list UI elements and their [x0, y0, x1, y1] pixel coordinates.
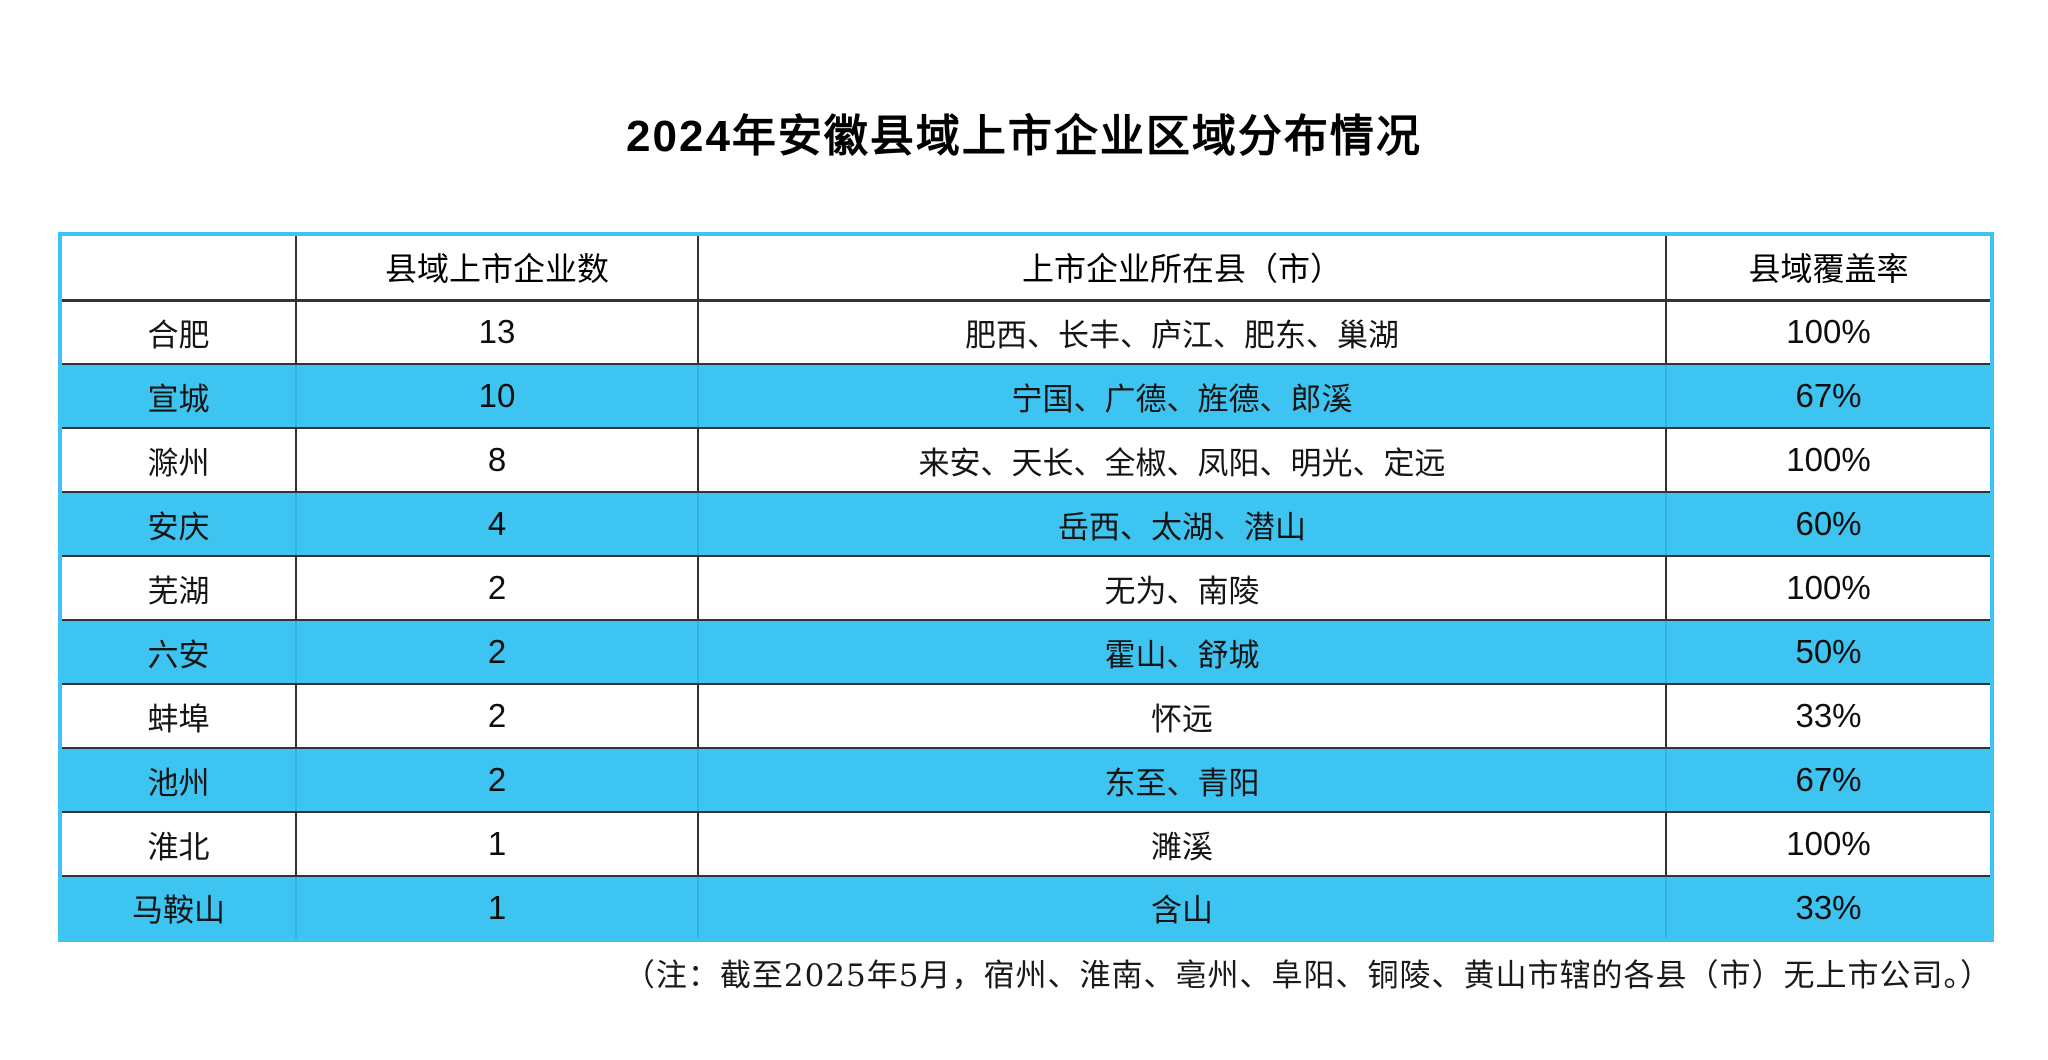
cell-city: 六安	[59, 619, 297, 685]
table-row: 安庆 4 岳西、太湖、潜山 60%	[59, 491, 1993, 557]
cell-coverage: 100%	[1665, 555, 1993, 621]
table-row: 芜湖 2 无为、南陵 100%	[59, 555, 1993, 621]
cell-city: 芜湖	[59, 555, 297, 621]
cell-city: 滁州	[59, 427, 297, 493]
table-row: 合肥 13 肥西、长丰、庐江、肥东、巢湖 100%	[59, 299, 1993, 365]
cell-coverage: 50%	[1665, 619, 1993, 685]
distribution-table: 县域上市企业数 上市企业所在县（市） 县域覆盖率 合肥 13 肥西、长丰、庐江、…	[58, 232, 1994, 942]
cell-city: 宣城	[59, 363, 297, 429]
table-row: 六安 2 霍山、舒城 50%	[59, 619, 1993, 685]
cell-counties: 无为、南陵	[697, 555, 1667, 621]
table-row: 马鞍山 1 含山 33%	[59, 875, 1993, 941]
cell-coverage: 100%	[1665, 427, 1993, 493]
cell-city: 蚌埠	[59, 683, 297, 749]
cell-city: 合肥	[59, 299, 297, 365]
cell-counties: 来安、天长、全椒、凤阳、明光、定远	[697, 427, 1667, 493]
cell-coverage: 67%	[1665, 363, 1993, 429]
cell-count: 13	[295, 299, 699, 365]
cell-count: 2	[295, 683, 699, 749]
table-row: 池州 2 东至、青阳 67%	[59, 747, 1993, 813]
table-row: 宣城 10 宁国、广德、旌德、郎溪 67%	[59, 363, 1993, 429]
table-row: 淮北 1 濉溪 100%	[59, 811, 1993, 877]
cell-coverage: 60%	[1665, 491, 1993, 557]
header-coverage-rate: 县域覆盖率	[1665, 233, 1993, 302]
cell-count: 2	[295, 555, 699, 621]
cell-coverage: 67%	[1665, 747, 1993, 813]
cell-count: 1	[295, 811, 699, 877]
cell-coverage: 100%	[1665, 299, 1993, 365]
cell-counties: 岳西、太湖、潜山	[697, 491, 1667, 557]
footnote: （注：截至2025年5月，宿州、淮南、亳州、阜阳、铜陵、黄山市辖的各县（市）无上…	[623, 958, 1992, 994]
cell-count: 10	[295, 363, 699, 429]
cell-coverage: 33%	[1665, 875, 1993, 941]
cell-coverage: 33%	[1665, 683, 1993, 749]
page-title: 2024年安徽县域上市企业区域分布情况	[626, 112, 1422, 161]
cell-city: 池州	[59, 747, 297, 813]
cell-count: 1	[295, 875, 699, 941]
cell-coverage: 100%	[1665, 811, 1993, 877]
cell-count: 4	[295, 491, 699, 557]
header-city-blank	[59, 233, 297, 302]
cell-counties: 肥西、长丰、庐江、肥东、巢湖	[697, 299, 1667, 365]
cell-counties: 濉溪	[697, 811, 1667, 877]
header-row: 县域上市企业数 上市企业所在县（市） 县域覆盖率	[59, 233, 1993, 302]
cell-counties: 东至、青阳	[697, 747, 1667, 813]
cell-counties: 含山	[697, 875, 1667, 941]
cell-count: 2	[295, 619, 699, 685]
cell-city: 安庆	[59, 491, 297, 557]
table-body: 合肥 13 肥西、长丰、庐江、肥东、巢湖 100% 宣城 10 宁国、广德、旌德…	[59, 299, 1993, 941]
table-row: 滁州 8 来安、天长、全椒、凤阳、明光、定远 100%	[59, 427, 1993, 493]
cell-counties: 宁国、广德、旌德、郎溪	[697, 363, 1667, 429]
cell-counties: 霍山、舒城	[697, 619, 1667, 685]
cell-count: 2	[295, 747, 699, 813]
header-company-count: 县域上市企业数	[295, 233, 699, 302]
cell-counties: 怀远	[697, 683, 1667, 749]
cell-city: 淮北	[59, 811, 297, 877]
cell-count: 8	[295, 427, 699, 493]
table-row: 蚌埠 2 怀远 33%	[59, 683, 1993, 749]
header-counties: 上市企业所在县（市）	[697, 233, 1667, 302]
cell-city: 马鞍山	[59, 875, 297, 941]
